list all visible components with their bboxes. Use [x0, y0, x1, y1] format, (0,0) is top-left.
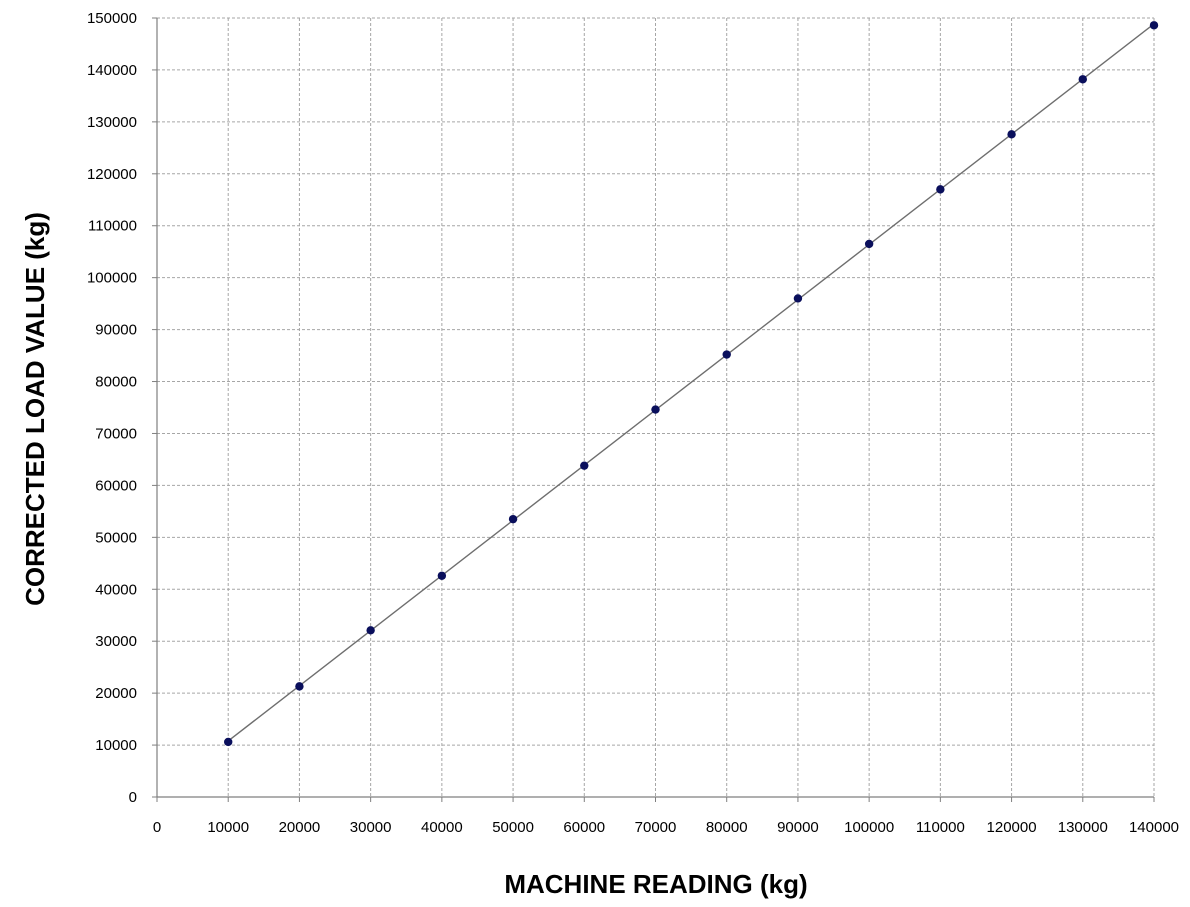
- x-tick-label: 140000: [1129, 819, 1179, 836]
- data-point: [793, 294, 803, 303]
- data-point: [580, 461, 589, 470]
- x-tick-label: 100000: [844, 819, 894, 836]
- x-tick-label: 80000: [706, 819, 748, 836]
- x-tick-label: 10000: [207, 819, 249, 836]
- y-tick-label: 40000: [95, 581, 137, 598]
- x-tick-label: 0: [153, 819, 161, 836]
- x-tick-labels: 0 10000 20000 30000 40000 50000 60000 70000 8000…: [153, 819, 1179, 836]
- x-tick-label: 50000: [492, 819, 534, 836]
- x-tick-label: 60000: [563, 819, 605, 836]
- data-point: [864, 239, 874, 249]
- data-series: [224, 21, 1159, 747]
- y-tick-label: 20000: [95, 685, 137, 702]
- y-tick-label: 90000: [95, 322, 137, 339]
- x-tick-label: 120000: [987, 819, 1037, 836]
- data-point: [651, 405, 660, 414]
- x-tick-label: 70000: [635, 819, 677, 836]
- x-tick-label: 40000: [421, 819, 463, 836]
- x-tick-label: 30000: [350, 819, 392, 836]
- data-point: [936, 185, 945, 194]
- y-tick-label: 10000: [95, 737, 137, 754]
- y-tick-label: 30000: [95, 633, 137, 650]
- data-point: [722, 350, 731, 359]
- y-tick-label: 150000: [87, 10, 137, 27]
- axes: [152, 17, 1155, 802]
- y-tick-label: 120000: [87, 166, 137, 183]
- data-point: [295, 682, 304, 691]
- data-point: [508, 514, 518, 524]
- x-tick-label: 90000: [777, 819, 819, 836]
- y-tick-label: 100000: [87, 270, 137, 287]
- x-tick-label: 110000: [916, 819, 965, 836]
- y-tick-label: 0: [129, 789, 137, 806]
- x-tick-label: 130000: [1058, 819, 1108, 836]
- y-tick-label: 60000: [95, 477, 137, 494]
- grid: [157, 17, 1155, 797]
- y-axis-title: CORRECTED LOAD VALUE (kg): [20, 212, 50, 606]
- y-tick-label: 50000: [95, 529, 137, 546]
- y-tick-label: 70000: [95, 425, 137, 442]
- data-point: [366, 626, 375, 635]
- y-tick-label: 130000: [87, 114, 137, 131]
- data-point: [1078, 75, 1087, 84]
- data-point: [437, 571, 447, 580]
- y-tick-label: 80000: [95, 374, 137, 391]
- data-point: [1149, 21, 1159, 30]
- x-axis-title: MACHINE READING (kg): [504, 869, 807, 899]
- trend-line: [227, 23, 1155, 742]
- x-tick-label: 20000: [279, 819, 321, 836]
- y-tick-label: 140000: [87, 62, 137, 79]
- y-tick-label: 110000: [88, 218, 137, 235]
- y-tick-labels: 0 10000 20000 30000 40000 50000 60000 70000 8000…: [87, 10, 137, 806]
- data-point: [224, 737, 233, 747]
- data-point: [1007, 130, 1016, 139]
